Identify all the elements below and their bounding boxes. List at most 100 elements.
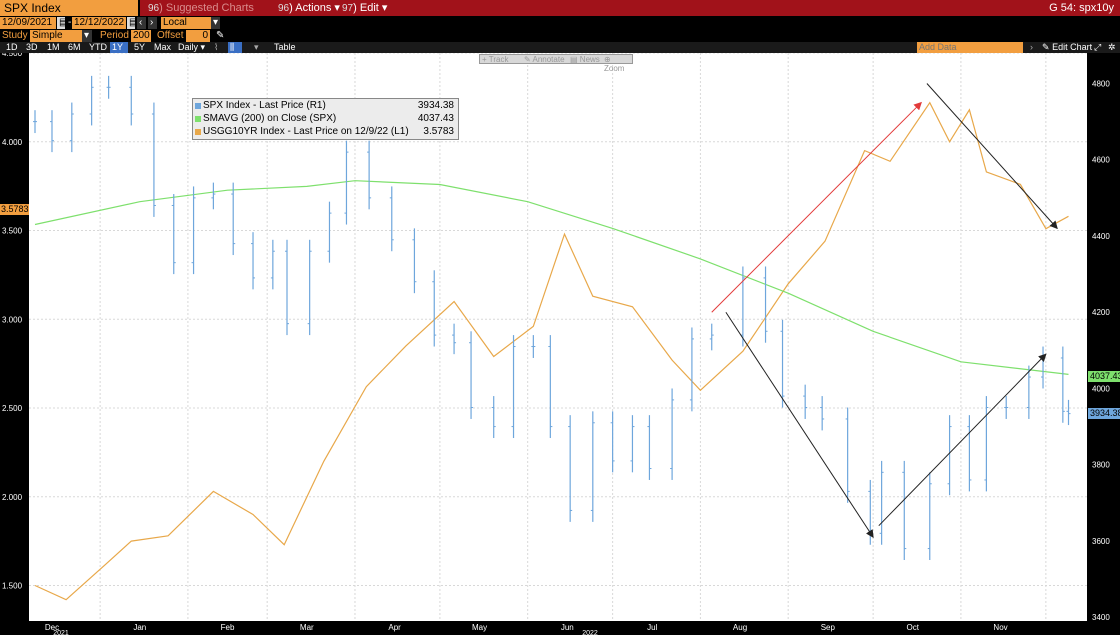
range-1m-button[interactable]: 1M [47,42,60,52]
pencil-icon[interactable]: ✎ [216,30,225,41]
zoom-tool[interactable]: ⊕ Zoom [604,55,632,73]
annotate-icon: ✎ [524,55,531,64]
x-axis-tick: Sep [821,623,836,632]
forward-arrow-icon[interactable]: › [148,17,157,29]
suggested-charts-button[interactable]: 96) Suggested Charts [148,2,254,14]
range-5y-button[interactable]: 5Y [134,42,146,52]
trend-arrow [725,311,874,538]
chart-area[interactable]: 4.500 4.000 3.500 3.000 2.500 2.000 1.500 4800… [0,49,1120,635]
chart-type-icon[interactable]: ⌇ [214,42,219,52]
title-bar: SPX Index 96) Suggested Charts 96) Actio… [0,0,1120,16]
chart-legend[interactable]: SPX Index - Last Price (R1) 3934.38 SMAV… [192,98,459,140]
x-axis-tick: Nov [993,623,1007,632]
edit-label: Edit [359,2,379,14]
study-chevron-icon[interactable]: ▾ [82,30,92,42]
legend-swatch-spx [195,103,201,109]
table-button[interactable]: Table [274,42,296,52]
date-range-bar: 12/09/2021 ▤ - 12/12/2022 ▤ ‹ › Local CC… [0,17,1120,40]
start-date-calendar-icon[interactable]: ▤ [57,17,69,29]
range-1d-button[interactable]: 1D [6,42,18,52]
range-max-button[interactable]: Max [154,42,172,52]
date-separator: - [68,17,72,28]
right-axis-tick: 4200 [1092,308,1110,317]
track-icon: + [482,55,487,64]
period-input[interactable]: 200 [131,30,151,42]
annotate-tool[interactable]: ✎ Annotate [524,55,565,64]
legend-value-yield: 3.5783 [423,126,454,137]
right-axis-tick: 4800 [1092,79,1110,88]
zoom-icon[interactable]: ⤢ [1094,42,1102,52]
study-select[interactable]: Simple MA [30,30,82,53]
trend-arrow [926,83,1058,230]
right-axis-tick: 3400 [1092,613,1110,622]
range-3d-button[interactable]: 3D [26,42,38,52]
legend-item-spx[interactable]: SPX Index - Last Price (R1) 3934.38 [193,100,458,112]
x-axis-tick: Dec [45,623,59,632]
left-axis-tick: 4.000 [2,138,23,147]
edit-chart-icon: ✎ [1042,42,1050,52]
legend-label-sma: SMAVG (200) on Close (SPX) [203,113,337,124]
start-date-input[interactable]: 12/09/2021 [0,17,56,29]
zoom-tool-icon: ⊕ [604,55,611,64]
end-date-calendar-icon[interactable]: ▤ [127,17,139,29]
x-axis-tick: Jul [647,623,657,632]
bar-chart-icon[interactable]: ⫼ [228,42,242,53]
left-axis-tick: 2.000 [2,493,23,502]
x-axis-tick: Mar [300,623,314,632]
right-axis-tick: 3800 [1092,461,1110,470]
range-6m-button[interactable]: 6M [68,42,81,52]
news-icon: ▤ [570,55,578,64]
actions-chevron-icon: ▾ [334,2,340,14]
price-chart[interactable]: 4.500 4.000 3.500 3.000 2.500 2.000 1.500 4800… [0,49,1120,635]
frequency-label: Daily [178,42,199,52]
news-tool[interactable]: ▤ News [570,55,600,64]
chart-type-chevron-icon[interactable]: ▾ [254,42,259,52]
left-axis-tick: 1.500 [2,582,23,591]
legend-item-sma[interactable]: SMAVG (200) on Close (SPX) 4037.43 [193,113,458,125]
left-axis-tick: 3.500 [2,227,23,236]
back-arrow-icon[interactable]: ‹ [137,17,146,29]
offset-input[interactable]: 0 [186,30,210,42]
legend-value-sma: 4037.43 [417,113,454,124]
currency-select[interactable]: Local CCY [161,17,211,40]
chart-tools-bar: + Track ✎ Annotate ▤ News ⊕ Zoom [479,54,633,73]
left-axis-tick: 3.000 [2,315,23,324]
x-axis-tick: Apr [388,623,401,632]
yield-last-value-tag: 3.5783 [0,204,29,215]
range-1y-button[interactable]: 1Y [110,42,128,53]
currency-chevron-icon[interactable]: ▾ [211,17,220,29]
track-tool[interactable]: + Track [482,55,508,64]
add-data-input[interactable] [917,42,1023,53]
x-axis-tick: Jan [133,623,146,632]
edit-chart-button[interactable]: ✎ Edit Chart [1040,42,1094,53]
legend-swatch-yield [195,129,201,135]
range-ytd-button[interactable]: YTD [89,42,107,52]
x-axis-tick: Jun [561,623,574,632]
end-date-input[interactable]: 12/12/2022 [72,17,126,29]
settings-gear-icon[interactable]: ✲ [1108,42,1116,52]
menu-strip: 96) Suggested Charts 96) Actions ▾ 97) E… [140,0,1120,16]
chart-id: G 54: spx10y [1049,2,1114,14]
actions-button[interactable]: 96) Actions ▾ [278,2,340,14]
x-axis-tick: Feb [221,623,235,632]
range-toolbar: 1D 3D 1M 6M YTD 1Y 5Y Max Daily ▾ ⌇ ⫼ ▾ … [0,42,1120,53]
legend-item-yield[interactable]: USGG10YR Index - Last Price on 12/9/22 (… [193,126,458,138]
frequency-select[interactable]: Daily ▾ [176,42,207,53]
security-title[interactable]: SPX Index [0,0,138,16]
x-year-label: 2021 [53,630,69,635]
left-axis-tick: 4.500 [2,53,23,58]
edit-button[interactable]: 97) Edit ▾ [342,2,388,14]
annotate-label: Annotate [532,55,565,64]
trend-arrow [711,101,922,313]
legend-label-spx: SPX Index - Last Price (R1) [203,100,326,111]
trend-arrow [878,353,1047,527]
suggested-charts-label: Suggested Charts [165,2,254,14]
sma-last-value-tag: 4037.43 [1088,371,1120,382]
offset-label: Offset [157,30,184,41]
study-bar: Study Simple MA ▾ Period 200 Offset 0 ✎ [0,30,1120,53]
frequency-chevron-icon: ▾ [200,42,206,52]
add-data-arrow-icon[interactable]: › [1030,42,1033,52]
edit-chevron-icon: ▾ [381,2,388,14]
right-axis-tick: 3600 [1092,537,1110,546]
legend-swatch-sma [195,116,201,122]
